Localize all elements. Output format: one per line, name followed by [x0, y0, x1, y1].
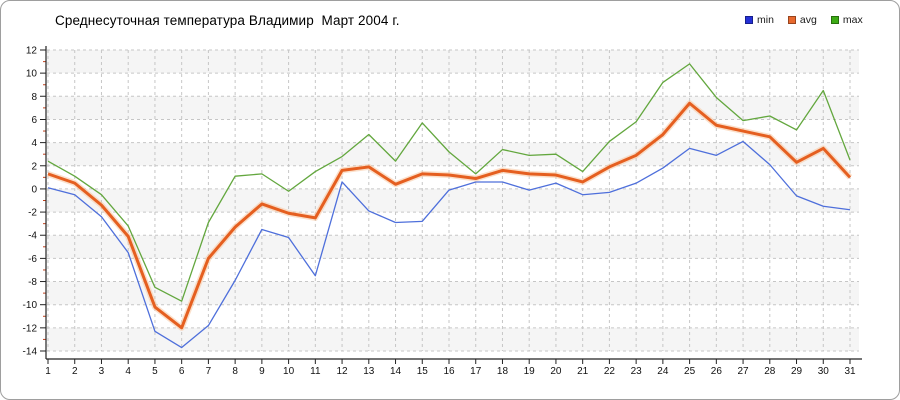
x-tick-label: 25	[684, 366, 696, 377]
x-tick-label: 9	[259, 366, 265, 377]
x-tick-label: 10	[283, 366, 295, 377]
legend-swatch-min-icon	[745, 16, 753, 24]
y-tick-label: -4	[28, 231, 37, 242]
x-tick-label: 3	[99, 366, 105, 377]
y-tick-label: -2	[28, 208, 37, 219]
x-tick-label: 28	[764, 366, 776, 377]
plot-band	[47, 327, 859, 351]
x-tick-label: 15	[417, 366, 429, 377]
x-tick-label: 21	[577, 366, 589, 377]
plot-band	[47, 96, 859, 120]
y-tick-label: 4	[31, 138, 37, 149]
x-tick-label: 29	[791, 366, 803, 377]
plot-band	[47, 50, 859, 74]
y-tick-label: 0	[31, 184, 37, 195]
y-tick-label: -10	[23, 300, 38, 311]
y-tick-label: 2	[31, 161, 37, 172]
chart-legend: min avg max	[745, 14, 863, 26]
y-tick-label: 12	[26, 46, 38, 57]
x-tick-label: 14	[390, 366, 402, 377]
legend-item-max: max	[830, 14, 863, 26]
y-tick-label: -6	[28, 254, 37, 265]
x-tick-label: 6	[179, 366, 185, 377]
x-tick-label: 12	[337, 366, 349, 377]
x-tick-label: 5	[152, 366, 158, 377]
x-tick-label: 20	[550, 366, 562, 377]
x-tick-label: 11	[310, 366, 321, 377]
x-tick-label: 17	[470, 366, 482, 377]
x-tick-label: 23	[631, 366, 643, 377]
max-line	[47, 63, 851, 302]
x-tick-label: 13	[363, 366, 375, 377]
legend-swatch-max-icon	[830, 16, 839, 24]
plot-band	[47, 281, 859, 305]
legend-label-max: max	[842, 14, 863, 26]
x-tick-label: 2	[72, 366, 78, 377]
plot-band	[47, 142, 859, 166]
x-tick-label: 8	[232, 366, 238, 377]
x-tick-label: 22	[604, 366, 616, 377]
x-tick-label: 19	[524, 366, 536, 377]
legend-label-avg: avg	[799, 14, 817, 26]
avg-line	[47, 101, 852, 330]
y-tick-label: 6	[31, 115, 37, 126]
x-tick-label: 4	[125, 366, 131, 377]
legend-swatch-avg-icon	[787, 16, 796, 24]
legend-item-min: min	[745, 14, 774, 26]
plot-band	[47, 235, 859, 259]
x-tick-label: 30	[818, 366, 830, 377]
y-tick-label: -14	[23, 347, 38, 358]
x-tick-label: 24	[657, 366, 669, 377]
plot-band	[47, 188, 859, 213]
legend-item-avg: avg	[787, 14, 817, 26]
x-tick-label: 18	[497, 366, 509, 377]
y-tick-label: -8	[28, 277, 37, 288]
min-line	[47, 140, 851, 349]
x-tick-label: 26	[711, 366, 723, 377]
x-tick-label: 1	[45, 366, 51, 377]
chart-title: Среднесуточная температура Владимир Март…	[55, 13, 400, 28]
x-tick-label: 16	[443, 366, 455, 377]
y-tick-label: 8	[31, 92, 37, 103]
x-tick-label: 31	[844, 366, 856, 377]
x-tick-label: 27	[738, 366, 750, 377]
y-tick-label: -12	[23, 323, 38, 334]
legend-label-min: min	[757, 14, 774, 26]
x-tick-label: 7	[206, 366, 212, 377]
y-tick-label: 10	[26, 69, 38, 80]
